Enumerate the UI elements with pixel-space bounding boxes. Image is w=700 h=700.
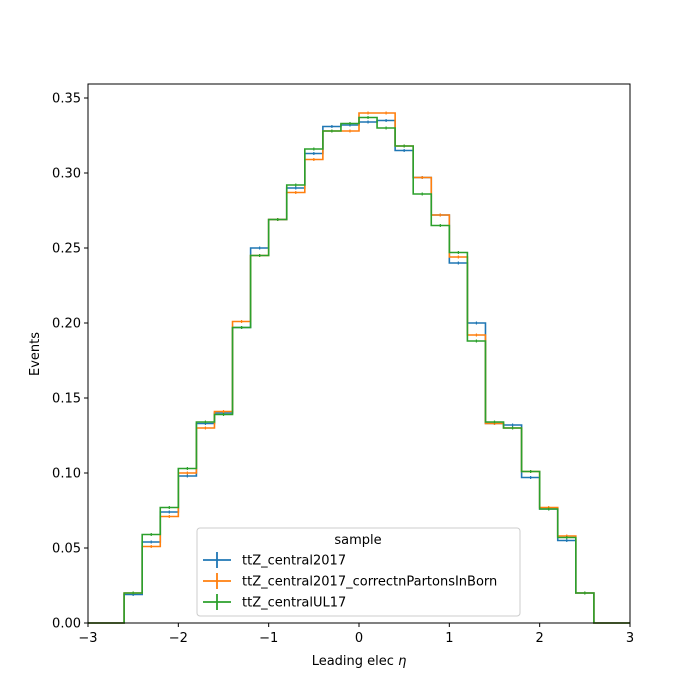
x-tick-label: −3 [78,631,97,646]
x-tick-label: 3 [626,631,634,646]
series-layer [88,111,630,624]
legend-label: ttZ_central2017_correctnPartonsInBorn [242,575,497,590]
x-axis-label: Leading elec η [312,654,407,669]
x-tick-label: −1 [259,631,278,646]
legend: sample ttZ_central2017 ttZ_central2017_co… [196,527,521,617]
y-tick-label: 0.20 [52,317,81,332]
legend-label: ttZ_central2017 [242,554,346,569]
y-tick-label: 0.25 [52,242,81,257]
x-tick-label: 1 [445,631,453,646]
y-axis-label: Events [28,332,43,376]
y-tick-label: 0.15 [52,392,81,407]
x-axis-label-symbol: η [398,654,406,669]
x-tick-label: 0 [355,631,363,646]
y-tick-label: 0.30 [52,167,81,182]
y-axis-ticks: 0.00 0.05 0.10 0.15 0.20 0.25 0.30 0.35 [52,92,88,632]
legend-item: ttZ_centralUL17 [203,594,346,611]
x-axis-ticks: −3 −2 −1 0 1 2 3 [78,623,634,646]
legend-item: ttZ_central2017 [203,552,346,569]
x-axis-label-text: Leading elec [312,654,394,669]
series-ttZ_centralUL17 [88,116,630,624]
legend-title: sample [334,533,381,548]
x-tick-label: 2 [536,631,544,646]
y-tick-label: 0.00 [52,617,81,632]
series-step-line [88,116,630,624]
y-tick-label: 0.35 [52,92,81,107]
legend-label: ttZ_centralUL17 [242,596,346,611]
y-tick-label: 0.10 [52,467,81,482]
x-tick-label: −2 [169,631,188,646]
y-tick-label: 0.05 [52,542,81,557]
legend-box [196,527,521,617]
legend-item: ttZ_central2017_correctnPartonsInBorn [203,573,497,590]
